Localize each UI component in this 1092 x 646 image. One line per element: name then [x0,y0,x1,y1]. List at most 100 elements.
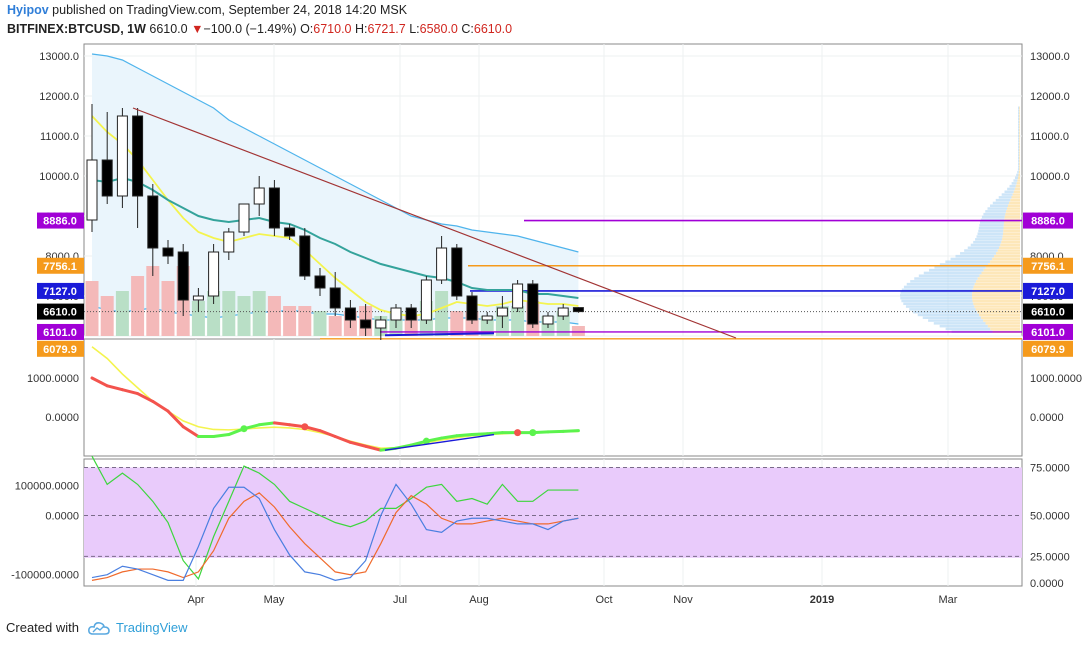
candle-body [572,307,584,313]
volume-profile-bar [1018,126,1020,129]
stoch-y-tick-left: 100000.0000 [15,480,79,492]
candle [223,228,235,260]
candle [451,244,463,300]
volume-profile-bar [1006,210,1020,213]
volume-profile-bar [1019,140,1020,143]
macd-cross-marker [301,423,309,431]
candle-body [329,287,341,309]
volume-profile-bar [979,221,1004,224]
price-label-box [1023,303,1073,320]
macd-divergence-line [384,433,495,451]
volume-profile-bar [934,266,986,269]
price-label-right: 7756.1 [1023,257,1073,274]
volume-profile-bar [900,291,973,294]
volume-profile-bar [1018,162,1020,165]
volume-profile-bar [973,285,1020,289]
volume-profile-bar [1018,114,1020,118]
volume-bar [480,316,494,336]
volume-profile-bar [918,274,980,277]
ohlc-line: BITFINEX:BTCUSD, 1W 6610.0 ▼−100.0 (−1.4… [7,22,512,36]
volume-bar [450,311,464,336]
volume-profile-bar [1019,159,1020,163]
volume-bar [222,291,236,336]
volume-profile-bar [913,310,978,314]
volume-profile-bar [1019,109,1020,112]
price-y-tick-right: 10000.0 [1030,171,1070,183]
candle-body [451,247,463,297]
volume-profile-bar [1019,112,1020,115]
volume-profile-bar [977,310,1020,314]
candle-body [132,115,144,197]
price-label-left: 6101.0 [37,323,84,340]
low-value: 6580.0 [419,22,458,36]
volume-bar [283,306,297,336]
volume-bar [267,296,281,336]
volume-profile-bar [1019,165,1020,168]
candle [360,304,372,336]
price-y-tick-right: 13000.0 [1030,51,1070,63]
low-label: L: [409,22,420,36]
volume-profile-bar [1019,151,1020,154]
candle-body [208,251,220,297]
volume-profile-bar [955,254,995,258]
candle [344,300,356,328]
volume-profile-bar [1019,131,1020,135]
candle [466,292,478,324]
published-text: published on TradingView.com, September … [52,3,408,17]
price-label-text: 6079.9 [43,344,77,356]
tradingview-link[interactable]: TradingView [115,620,188,635]
macd-pane[interactable] [83,338,1023,457]
volume-profile-bar [1018,106,1020,109]
volume-profile-bar [1017,170,1019,174]
volume-profile-bar [1007,187,1015,191]
price-label-box [37,323,84,340]
macd-cross-marker [514,429,522,437]
volume-profile-bar [1018,165,1020,168]
stoch-y-tick-right: 0.0000 [1030,578,1064,590]
price-label-left: 7756.1 [37,257,84,274]
volume-profile-bar [1017,179,1020,182]
volume-profile-bar [929,268,984,272]
candle [238,203,250,236]
volume-bar [191,301,205,336]
volume-profile-bar [979,224,1004,227]
candle-body [86,159,98,221]
high-label: H: [355,22,368,36]
author-link[interactable]: Hyipov [7,3,49,17]
axis-labels: Apr May Jul Aug Oct Nov 2019 Mar 13000.0 13000.0 1… [11,51,1082,606]
volume-profile-bar [928,319,984,322]
volume-profile-bar [1018,156,1020,160]
volume-profile-bar [978,226,1004,230]
candle-body [512,283,524,309]
volume-bar [511,306,525,336]
volume-profile-bar [1019,162,1020,165]
volume-profile-bar [972,299,1020,303]
macd-line-segment [166,409,185,429]
volume-profile-bar [933,322,986,325]
volume-profile-bar [1018,148,1020,151]
candle [329,272,341,316]
volume-profile-bar [950,257,993,261]
volume-profile-bar [1019,106,1020,109]
price-label-text: 6079.9 [1031,344,1065,356]
volume-profile-bar [973,302,1020,305]
volume-profile-bar [974,305,1020,308]
publish-line: Hyipov published on TradingView.com, Sep… [7,3,407,17]
candle [162,240,174,264]
volume-profile-bar [1015,184,1020,188]
volume-profile-bar [901,299,973,303]
volume-profile-bar [972,291,1020,294]
candle-body [253,187,265,205]
candle [542,312,554,328]
candle [268,180,280,236]
macd-line-segment [333,435,352,444]
candle [192,288,204,312]
x-tick-label: Aug [469,594,489,606]
volume-profile-bar [992,201,1010,205]
volume-bar [298,306,312,336]
high-value: 6721.7 [367,22,406,36]
volume-profile-bar [910,280,977,283]
volume-profile-bar [1001,193,1013,196]
volume-profile-bar [1003,221,1020,224]
